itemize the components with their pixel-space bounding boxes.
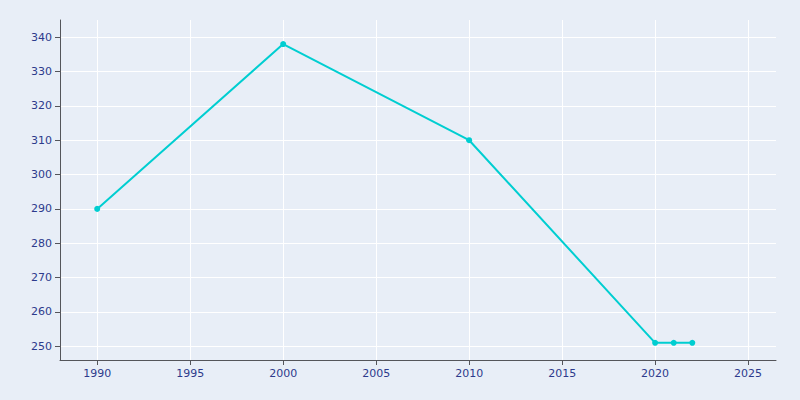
- svg-text:260: 260: [31, 305, 52, 318]
- svg-text:310: 310: [31, 134, 52, 147]
- svg-text:2025: 2025: [734, 367, 762, 380]
- svg-text:2020: 2020: [641, 367, 669, 380]
- svg-text:290: 290: [31, 202, 52, 215]
- svg-text:1990: 1990: [83, 367, 111, 380]
- svg-text:2015: 2015: [548, 367, 576, 380]
- svg-text:250: 250: [31, 340, 52, 353]
- svg-text:2000: 2000: [269, 367, 297, 380]
- svg-text:340: 340: [31, 31, 52, 44]
- svg-text:2005: 2005: [362, 367, 390, 380]
- svg-text:1995: 1995: [176, 367, 204, 380]
- svg-text:330: 330: [31, 65, 52, 78]
- svg-text:280: 280: [31, 237, 52, 250]
- svg-text:320: 320: [31, 99, 52, 112]
- svg-text:300: 300: [31, 168, 52, 181]
- svg-text:270: 270: [31, 271, 52, 284]
- svg-text:2010: 2010: [455, 367, 483, 380]
